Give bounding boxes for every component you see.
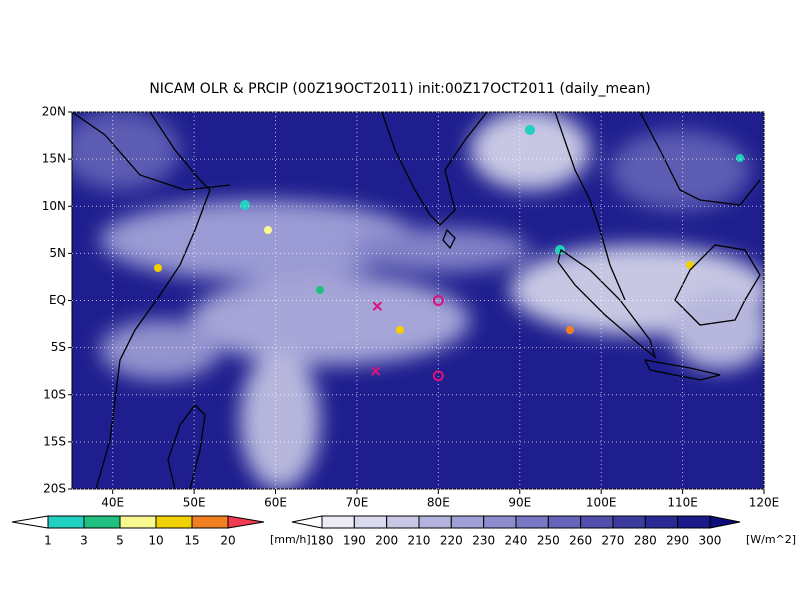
colorbar-label: 5 <box>116 534 124 548</box>
colorbar-label: 200 <box>375 534 398 548</box>
lon-tick-label: 120E <box>749 496 780 510</box>
colorbar-segment <box>644 515 679 529</box>
lon-tick-label: 40E <box>101 496 124 510</box>
lat-tick-label: 20N <box>42 105 66 119</box>
lon-tick-label: 80E <box>427 496 450 510</box>
colorbar-label: 260 <box>569 534 592 548</box>
colorbar-segment <box>155 515 193 529</box>
colorbar-segment <box>515 515 549 529</box>
marker-x <box>370 366 381 376</box>
colorbar-segment <box>483 515 517 529</box>
title: NICAM OLR & PRCIP (00Z19OCT2011) init:00… <box>149 81 650 97</box>
lon-tick-label: 100E <box>586 496 617 510</box>
lat-tick-label: 20S <box>43 482 66 496</box>
lon-tick-label: 110E <box>667 496 698 510</box>
colorbar-label: 20 <box>220 534 235 548</box>
colorbar-segment <box>386 515 420 529</box>
colorbar-segment <box>119 515 157 529</box>
colorbar-unit: [mm/h] <box>270 533 311 546</box>
marker-x <box>372 301 383 311</box>
colorbar-label: 300 <box>699 534 722 548</box>
colorbar-segment <box>47 515 85 529</box>
colorbar-label: 270 <box>602 534 625 548</box>
coastlines <box>72 112 761 489</box>
map-field <box>72 112 764 489</box>
lat-tick-label: 10N <box>42 199 66 213</box>
colorbar-segment <box>191 515 229 529</box>
colorbar-under <box>291 515 323 529</box>
lat-tick-label: 15S <box>43 434 66 448</box>
marker-circle <box>432 295 444 306</box>
lon-tick-label: 60E <box>264 496 287 510</box>
colorbar-over <box>709 515 741 529</box>
lat-tick-label: 5S <box>51 340 66 354</box>
colorbar-over <box>227 515 265 529</box>
colorbar-label: 240 <box>505 534 528 548</box>
lat-tick-label: 15N <box>42 152 66 166</box>
colorbar-label: 190 <box>343 534 366 548</box>
lat-tick-label: EQ <box>49 293 66 307</box>
lon-tick-label: 50E <box>183 496 206 510</box>
colorbar-segment <box>418 515 452 529</box>
cloud-field <box>72 112 764 489</box>
colorbar-label: 210 <box>408 534 431 548</box>
colorbar-label: 230 <box>472 534 495 548</box>
marker-circle <box>432 370 444 382</box>
colorbar-segment <box>677 515 711 529</box>
colorbar-segment <box>612 515 646 529</box>
rain-cells <box>154 125 744 334</box>
colorbar-segment <box>450 515 485 529</box>
colorbar-segment <box>83 515 121 529</box>
colorbar-segment <box>321 515 355 529</box>
colorbar-segment <box>580 515 614 529</box>
colorbar-label: 15 <box>184 534 199 548</box>
colorbar-label: 180 <box>311 534 334 548</box>
colorbar-label: 10 <box>148 534 163 548</box>
lat-tick-label: 10S <box>43 387 66 401</box>
colorbar-label: 290 <box>666 534 689 548</box>
colorbar-unit: [W/m^2] <box>746 533 796 546</box>
colorbar-segment <box>547 515 582 529</box>
colorbar-label: 220 <box>440 534 463 548</box>
colorbar-label: 1 <box>44 534 52 548</box>
colorbar-under <box>11 515 49 529</box>
lon-tick-label: 90E <box>508 496 531 510</box>
colorbar-segment <box>353 515 388 529</box>
colorbar-label: 250 <box>537 534 560 548</box>
lon-tick-label: 70E <box>346 496 369 510</box>
colorbar-label: 3 <box>80 534 88 548</box>
colorbar-label: 280 <box>634 534 657 548</box>
lat-tick-label: 5N <box>49 246 66 260</box>
